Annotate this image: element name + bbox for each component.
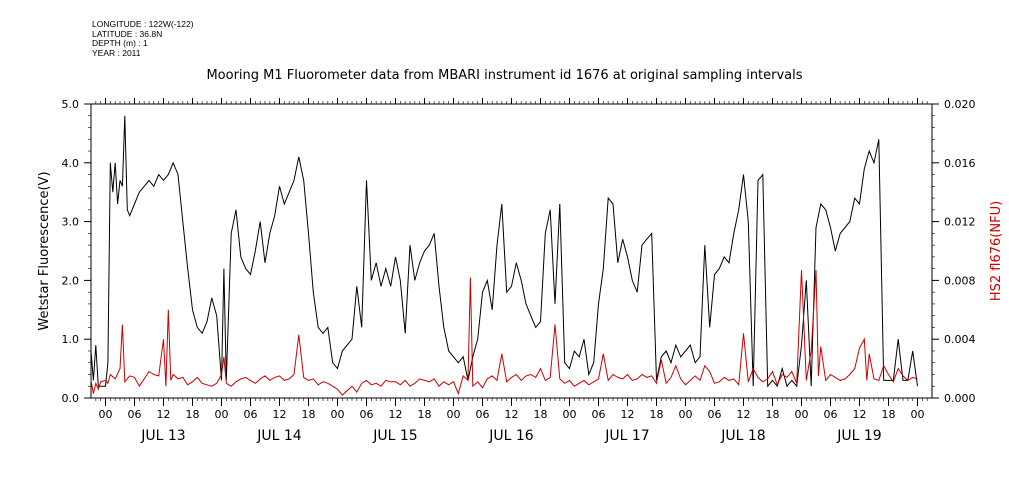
y-right-tick-label: 0.008	[944, 274, 976, 287]
x-tick-label: 06	[708, 408, 722, 421]
x-day-label: JUL 15	[372, 428, 417, 444]
x-tick-label: 18	[766, 408, 780, 421]
x-tick-label: 12	[273, 408, 287, 421]
x-day-label: JUL 19	[836, 428, 881, 444]
x-tick-label: 18	[302, 408, 316, 421]
wetstar-fluorescence-line	[90, 115, 918, 388]
x-tick-label: 18	[534, 408, 548, 421]
chart-title: Mooring M1 Fluorometer data from MBARI i…	[206, 68, 803, 83]
x-tick-label: 00	[447, 408, 461, 421]
x-tick-label: 00	[331, 408, 345, 421]
x-tick-label: 18	[186, 408, 200, 421]
x-tick-label: 00	[795, 408, 809, 421]
x-tick-label: 00	[563, 408, 577, 421]
x-tick-label: 12	[853, 408, 867, 421]
x-tick-label: 18	[418, 408, 432, 421]
meta-latitude: LATITUDE : 36.8N	[92, 28, 163, 39]
y-right-tick-label: 0.004	[944, 333, 976, 346]
x-tick-label: 06	[824, 408, 838, 421]
x-day-label: JUL 18	[720, 428, 765, 444]
y-right-axis-label: HS2 fl676(NFU)	[989, 201, 1004, 301]
x-tick-label: 00	[679, 408, 693, 421]
y-left-tick-label: 1.0	[62, 333, 80, 346]
x-tick-label: 12	[389, 408, 403, 421]
meta-year: YEAR : 2011	[92, 47, 141, 58]
x-tick-label: 06	[244, 408, 258, 421]
x-tick-label: 12	[737, 408, 751, 421]
y-left-tick-label: 5.0	[62, 98, 80, 111]
y-left-tick-label: 4.0	[62, 157, 80, 170]
meta-longitude: LONGITUDE : 122W(-122)	[92, 19, 194, 29]
x-tick-label: 06	[592, 408, 606, 421]
y-left-tick-label: 2.0	[62, 274, 80, 287]
plot-frame	[90, 103, 933, 399]
y-right-tick-label: 0.020	[944, 98, 976, 111]
x-tick-label: 12	[505, 408, 519, 421]
y-left-axis-label: Wetstar Fluorescence(V)	[37, 171, 52, 330]
x-tick-label: 00	[215, 408, 229, 421]
x-tick-label: 18	[882, 408, 896, 421]
hs2-fl676-line	[90, 270, 918, 396]
x-tick-label: 18	[650, 408, 664, 421]
x-day-label: JUL 14	[256, 428, 302, 444]
y-left-tick-label: 0.0	[62, 392, 80, 405]
meta-depth: DEPTH (m) : 1	[92, 38, 148, 48]
x-tick-label: 00	[911, 408, 925, 421]
x-day-label: JUL 17	[604, 428, 649, 444]
metadata-block: LONGITUDE : 122W(-122) LATITUDE : 36.8N …	[92, 19, 194, 58]
x-tick-label: 06	[360, 408, 374, 421]
x-tick-label: 12	[621, 408, 635, 421]
y-right-tick-label: 0.000	[944, 392, 976, 405]
x-tick-label: 00	[99, 408, 113, 421]
y-right-tick-label: 0.012	[944, 216, 976, 229]
x-tick-label: 06	[476, 408, 490, 421]
y-left-tick-label: 3.0	[62, 216, 80, 229]
x-day-label: JUL 16	[488, 428, 534, 444]
y-right-tick-label: 0.016	[944, 157, 976, 170]
x-tick-label: 12	[157, 408, 171, 421]
x-tick-label: 06	[128, 408, 142, 421]
x-day-label: JUL 13	[140, 428, 185, 444]
